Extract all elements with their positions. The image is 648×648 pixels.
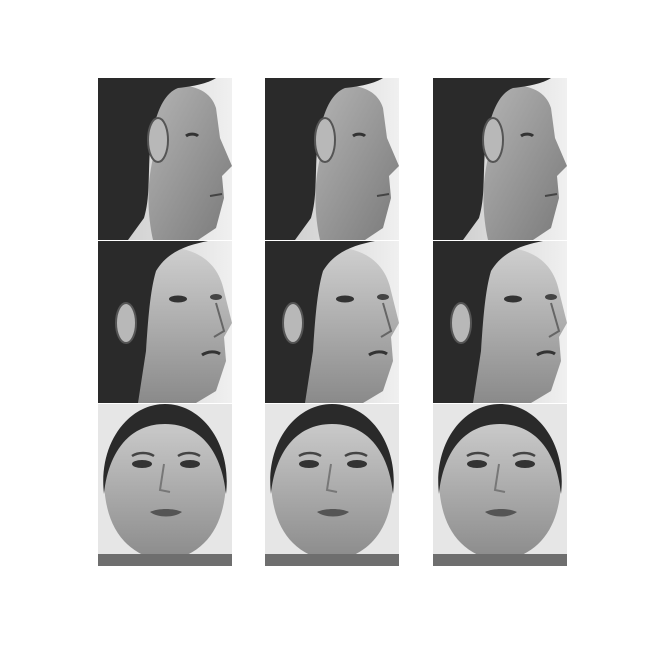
face-image (265, 404, 399, 566)
face-image (265, 78, 399, 240)
face-image (98, 404, 232, 566)
face-image (433, 78, 567, 240)
face-image (98, 78, 232, 240)
face-image (433, 241, 567, 403)
face-image (265, 241, 399, 403)
face-image (433, 404, 567, 566)
face-image (98, 241, 232, 403)
image-grid (98, 78, 567, 566)
